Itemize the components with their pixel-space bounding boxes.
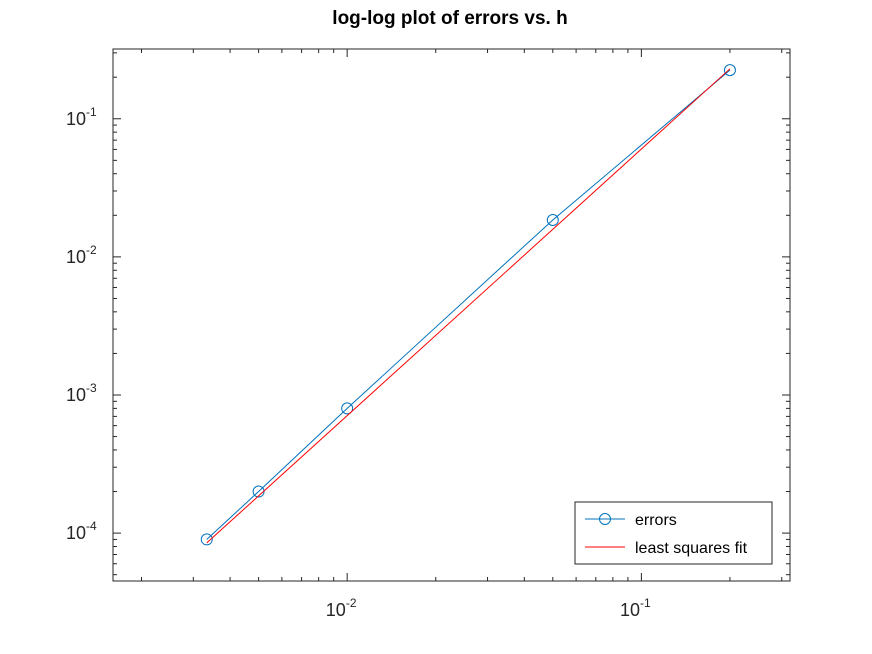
data-point-errors <box>200 533 213 546</box>
minor-ticks <box>113 49 790 581</box>
legend-errors-label: errors <box>635 512 677 529</box>
series-line-errors <box>206 69 731 540</box>
y-tick-label: 10-2 <box>66 243 97 267</box>
major-ticks <box>113 49 790 581</box>
legend: errors least squares fit <box>574 501 773 565</box>
series-layer <box>200 64 736 546</box>
data-point-errors <box>723 64 736 77</box>
legend-errors-marker <box>599 513 611 525</box>
x-tick-label: 10-1 <box>620 596 651 620</box>
plot-frame <box>112 48 791 582</box>
chart-title: log-log plot of errors vs. h <box>332 8 567 29</box>
y-tick-label: 10-4 <box>66 519 97 543</box>
y-tick-label: 10-3 <box>66 381 97 405</box>
x-tick-labels: 10-2 10-1 <box>326 596 651 620</box>
y-tick-labels: 10-4 10-3 10-2 10-1 <box>66 105 97 543</box>
y-tick-label: 10-1 <box>66 105 97 129</box>
series-line-least-squares-fit <box>206 68 731 544</box>
x-tick-label: 10-2 <box>326 596 357 620</box>
legend-fit-label: least squares fit <box>635 540 748 557</box>
data-point-errors <box>341 402 354 415</box>
legend-box <box>574 501 773 565</box>
data-point-errors <box>546 213 559 226</box>
plot-area <box>113 49 790 581</box>
